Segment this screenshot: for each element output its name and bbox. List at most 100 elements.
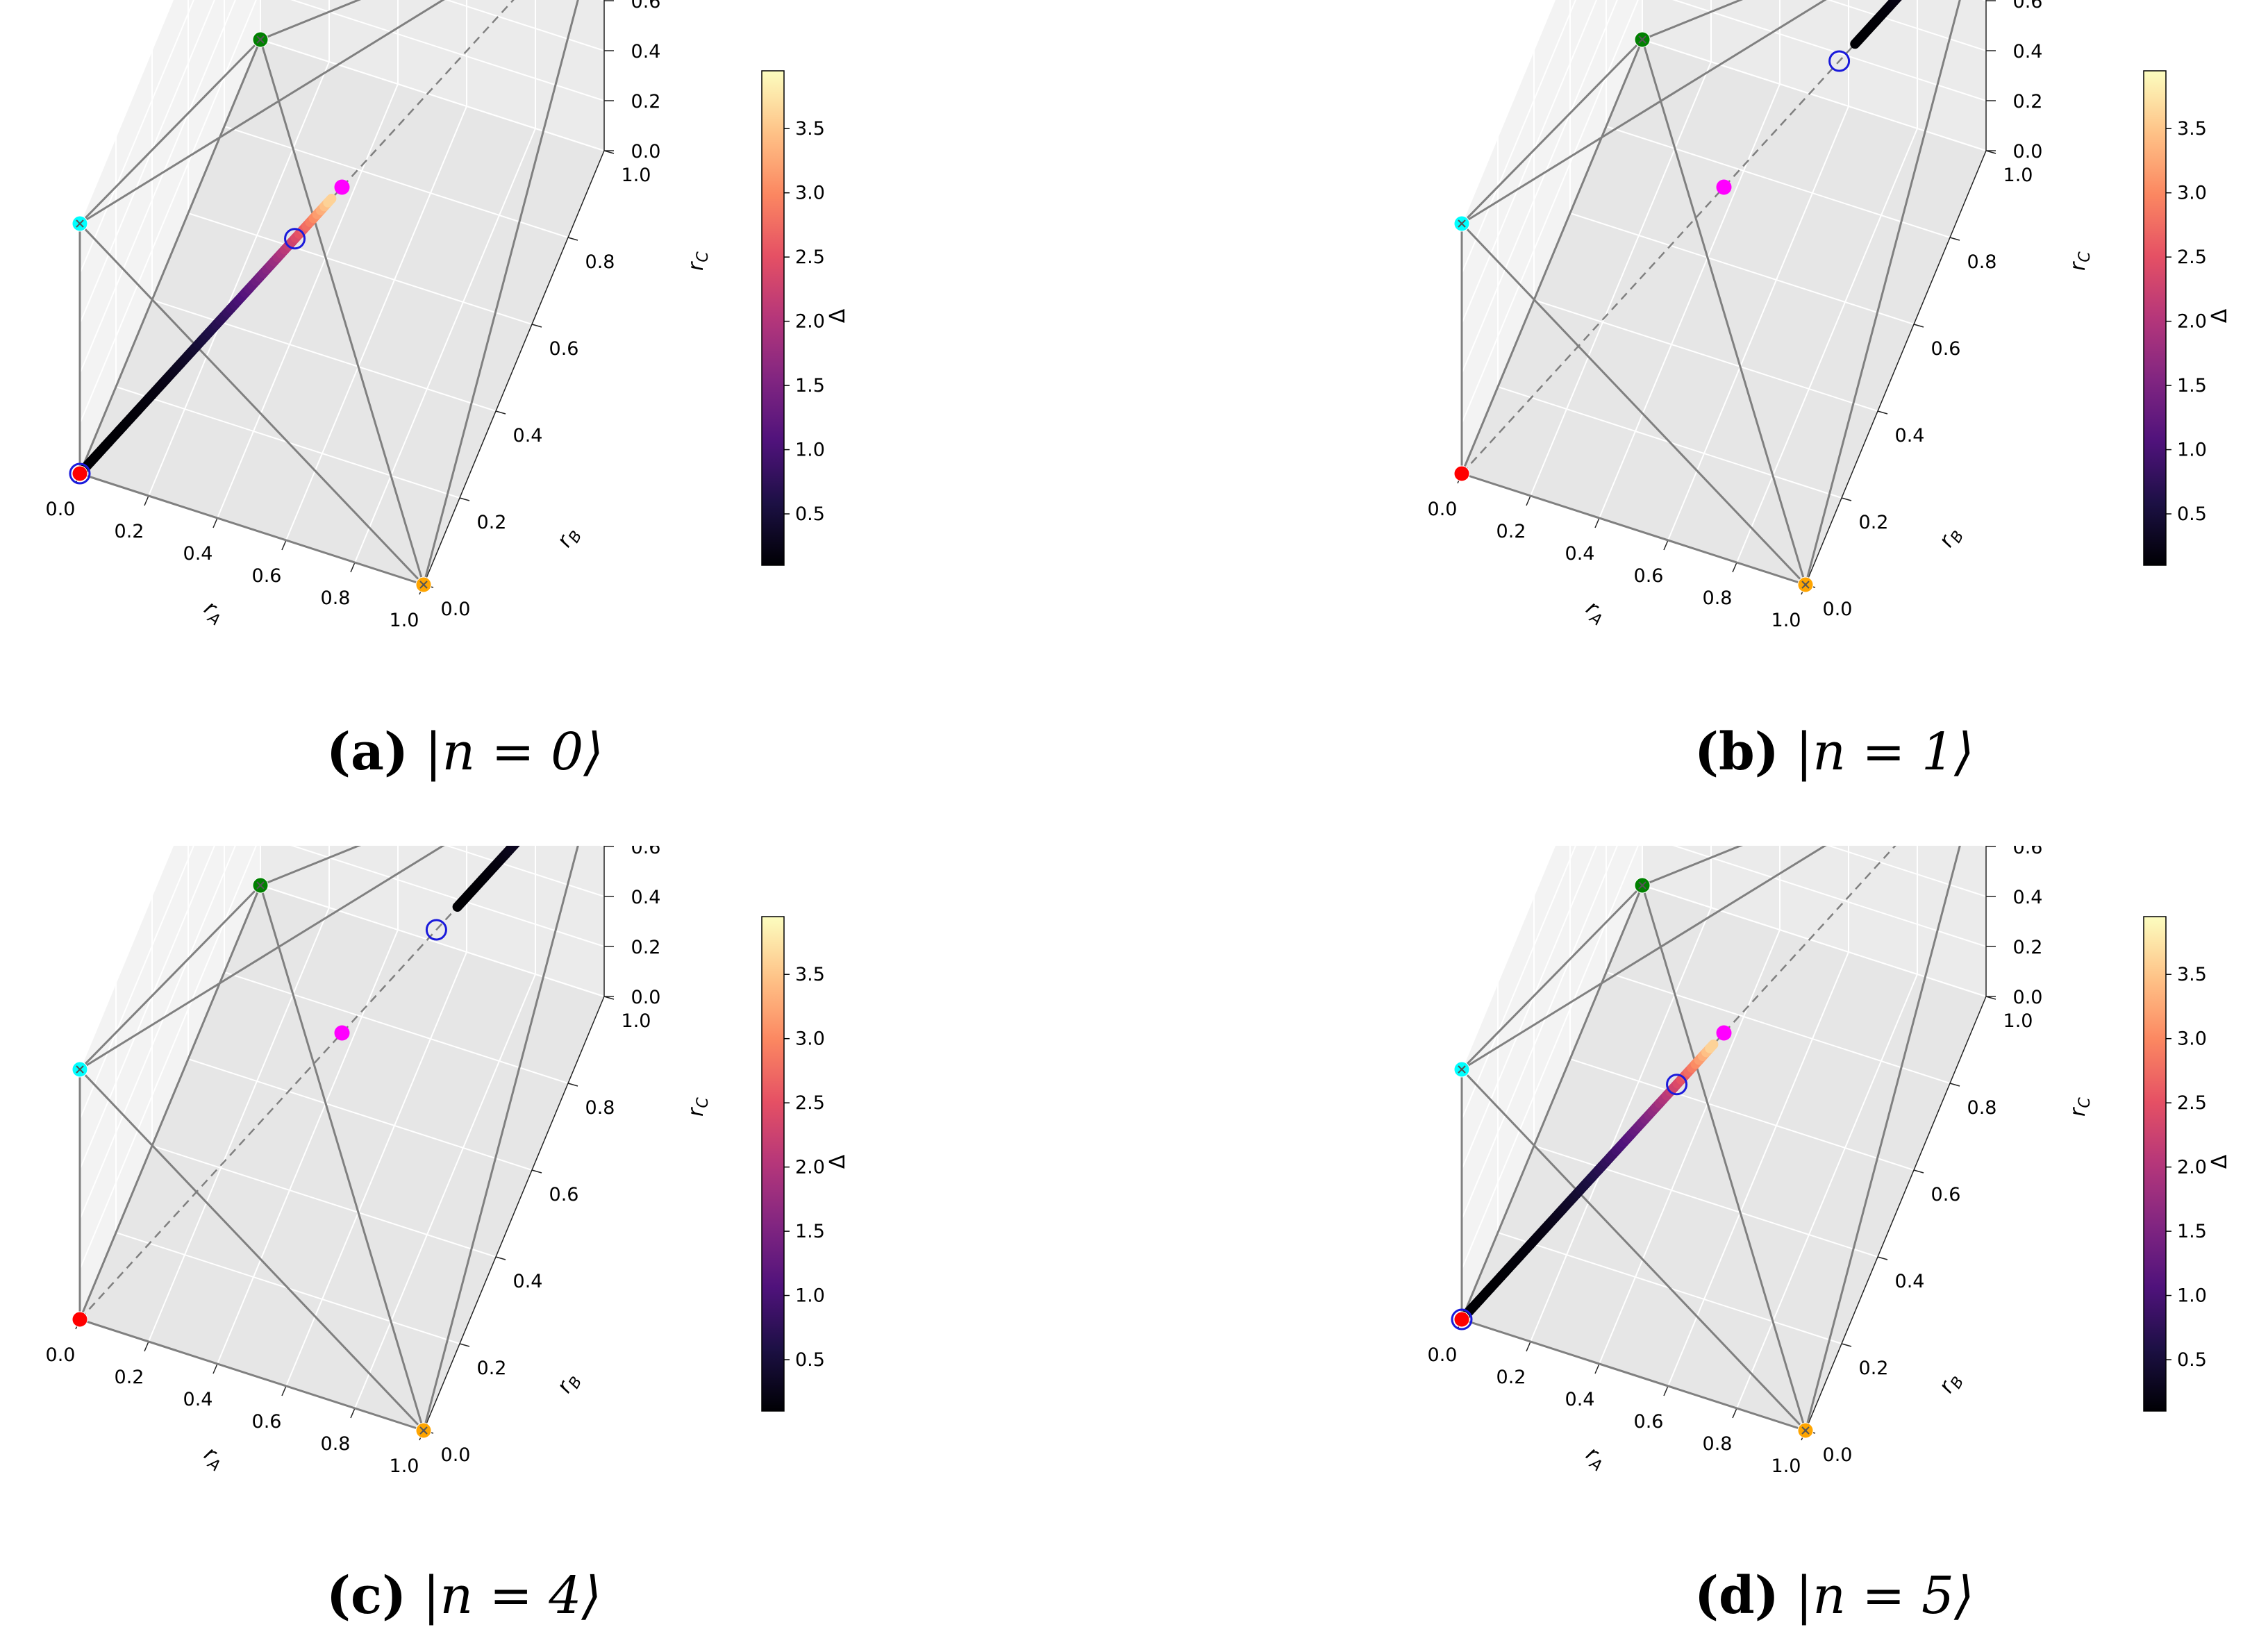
caption-label: (a) <box>326 722 408 782</box>
x-tick-mark <box>212 1363 218 1374</box>
x-tick-mark <box>281 540 287 551</box>
y-tick-label: 0.0 <box>1823 1444 1853 1466</box>
tetra-edge <box>79 472 424 586</box>
colorbar-tick-label: 1.0 <box>2177 1285 2207 1307</box>
caption-b: (b) |n = 1⟩ <box>1694 722 1974 782</box>
grid-line <box>1461 0 1576 274</box>
colorbar-tick-label: 1.5 <box>795 1221 825 1242</box>
x-tick-label: 0.8 <box>321 1433 351 1455</box>
x-tick-label: 0.6 <box>252 1411 282 1433</box>
z-axis-label: rC <box>684 1097 712 1117</box>
y-tick-label: 0.2 <box>477 512 507 533</box>
chart-svg-b: 0.0 0.0 0.0 0.2 0.2 0.2 0.4 0.4 0.4 0.6 0.6 0.6 0.8 0… <box>1428 0 2232 631</box>
y-tick-mark <box>1949 237 1960 241</box>
vertex-cross <box>256 35 265 44</box>
y-tick-label: 0.2 <box>1859 1358 1889 1379</box>
open-marker <box>284 228 306 250</box>
grid-line <box>1461 785 1643 1220</box>
grid-line <box>1736 974 1918 1409</box>
z-tick-label: 0.0 <box>2013 141 2043 162</box>
grid-line <box>285 951 467 1387</box>
colorbar-tick-label: 3.0 <box>795 183 825 204</box>
colorbar-tick-label: 2.0 <box>795 1157 825 1178</box>
tetra-edge <box>1642 0 1744 41</box>
diagonal-dashed <box>1461 0 1896 474</box>
colorbar <box>2143 70 2167 566</box>
x-tick-label: 0.8 <box>321 587 351 609</box>
colorbar <box>761 70 785 566</box>
y-tick-mark <box>567 237 578 241</box>
tetra-edge <box>422 746 606 1431</box>
y-tick-label: 0.6 <box>549 1184 579 1205</box>
y-tick-mark <box>1913 1169 1924 1174</box>
grid-line <box>1599 83 1781 519</box>
grid-line <box>290 0 605 101</box>
y-tick-mark <box>1913 324 1924 328</box>
colorbar-tick-label: 3.5 <box>795 118 825 140</box>
grid-line <box>1642 39 1987 151</box>
y-tick-label: 1.0 <box>2003 165 2033 186</box>
z-axis-label: rC <box>684 251 712 271</box>
colorbar-tick-label: 1.0 <box>795 1285 825 1307</box>
vertex-cross <box>1638 881 1646 890</box>
y-axis-line <box>1805 150 1987 585</box>
y-tick-mark <box>1949 1083 1960 1087</box>
y-tick-mark <box>1985 150 1996 154</box>
colorbar-tick-label: 2.5 <box>795 247 825 268</box>
x-tick-mark <box>212 517 218 528</box>
grid-line <box>1667 951 1849 1387</box>
grid-line <box>260 835 605 947</box>
x-tick-label: 0.2 <box>1496 521 1526 542</box>
grid-line <box>79 0 236 374</box>
chart-svg-a: 0.0 0.0 0.0 0.2 0.2 0.2 0.4 0.4 0.4 0.6 0.6 0.6 0.8 0… <box>46 0 850 631</box>
z-tick-label: 0.2 <box>2013 91 2043 112</box>
colorbar-tick-label: 0.5 <box>2177 503 2207 525</box>
tetra-edge <box>1460 885 1644 1320</box>
tetra-edge <box>1460 39 1644 474</box>
grid-line <box>217 929 399 1365</box>
x-tick-label: 0.2 <box>1496 1367 1526 1388</box>
x-tick-label: 0.6 <box>1634 1411 1664 1433</box>
grid-line <box>354 128 536 563</box>
x-tick-mark <box>144 495 149 506</box>
y-tick-label: 0.4 <box>1895 425 1925 447</box>
y-tick-label: 0.2 <box>1859 512 1889 533</box>
x-tick-mark <box>1594 1363 1600 1374</box>
vertex-red <box>1453 1311 1470 1328</box>
vertex-cross <box>1638 35 1646 44</box>
y-tick-mark <box>459 497 470 501</box>
tetra-edge <box>1641 885 1807 1431</box>
grid-line <box>1569 1058 1915 1171</box>
colorbar-tick-label: 2.5 <box>795 1092 825 1114</box>
chart-svg-d: 0.0 0.0 0.0 0.2 0.2 0.2 0.4 0.4 0.4 0.6 0.6 0.6 0.8 0… <box>1428 634 2232 1477</box>
grid-line <box>79 785 261 1220</box>
x-tick-label: 0.4 <box>183 1389 213 1410</box>
tetra-edge <box>260 0 362 41</box>
vertex-red <box>1453 465 1470 482</box>
vertex-cross <box>76 1065 84 1074</box>
y-tick-label: 1.0 <box>622 165 651 186</box>
colorbar-tick-label: 1.5 <box>2177 1221 2207 1242</box>
grid-line <box>79 0 215 324</box>
x-tick-label: 0.0 <box>46 1344 76 1366</box>
grid-line <box>1606 971 1951 1084</box>
x-tick-label: 1.0 <box>390 1455 419 1477</box>
grid-line <box>1642 835 1987 947</box>
tetra-edge <box>1460 222 1807 586</box>
tetra-edge <box>259 39 425 585</box>
vertex-cross <box>1458 1065 1466 1074</box>
grid-line <box>1569 212 1915 325</box>
z-tick-label: 0.6 <box>2013 0 2043 12</box>
grid-line <box>1530 61 1712 497</box>
x-tick-label: 0.4 <box>1565 1389 1595 1410</box>
x-tick-mark <box>1526 1341 1531 1352</box>
y-tick-label: 0.2 <box>477 1358 507 1379</box>
y-axis-line <box>423 996 605 1431</box>
magenta-point <box>334 1025 350 1041</box>
y-tick-label: 1.0 <box>2003 1010 2033 1032</box>
x-tick-label: 0.6 <box>1634 565 1664 587</box>
x-tick-label: 0.0 <box>46 499 76 520</box>
grid-line <box>1461 0 1639 424</box>
vertex-cross <box>1458 219 1466 228</box>
tetra-edge <box>1460 38 1644 225</box>
